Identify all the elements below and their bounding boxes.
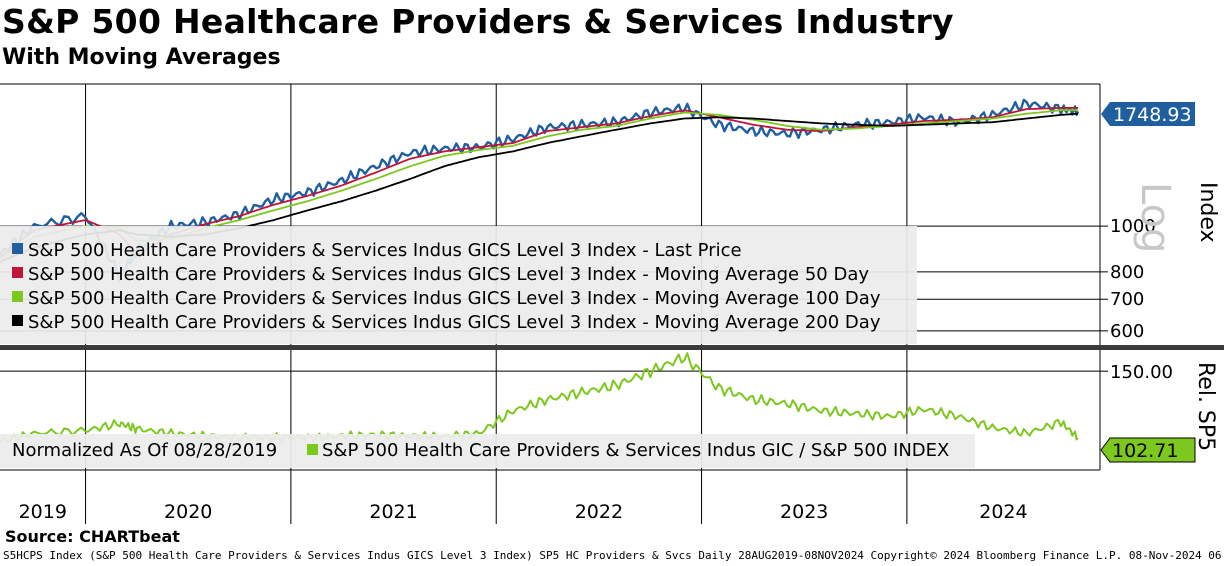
top-tick-label-600: 600 [1110, 321, 1144, 342]
chart-subtitle: With Moving Averages [2, 45, 281, 70]
top-y-axis-title: Index [1195, 182, 1220, 243]
top-legend: S&P 500 Health Care Providers & Services… [0, 226, 917, 344]
bottom-legend: Normalized As Of 08/28/2019 S&P 500 Heal… [0, 434, 975, 468]
legend-label-ma200: S&P 500 Health Care Providers & Services… [28, 312, 881, 333]
log-scale-label: Log [1132, 182, 1178, 253]
top-tick-label-800: 800 [1110, 262, 1144, 283]
last-price-callout-text: 1748.93 [1113, 104, 1192, 126]
legend-item-ma50: S&P 500 Health Care Providers & Services… [12, 264, 869, 285]
legend-swatch-relative [307, 444, 318, 455]
series-line-s-p-500-health-care-providers-services-indus-gic-s-p-500-ind [0, 352, 1079, 444]
chart-title: S&P 500 Healthcare Providers & Services … [2, 2, 954, 41]
top-legend-background [0, 226, 917, 344]
relative-last-callout-text: 102.71 [1112, 440, 1178, 462]
top-tick-label-700: 700 [1110, 289, 1144, 310]
legend-swatch-last-price [12, 243, 23, 254]
last-price-callout: 1748.93 [1101, 102, 1195, 126]
last-price-callout-shape [1101, 102, 1195, 126]
x-tick-label-2024: 2024 [979, 501, 1027, 523]
legend-item-last-price: S&P 500 Health Care Providers & Services… [12, 240, 742, 261]
relative-last-callout-shape [1100, 437, 1196, 463]
legend-label-relative: S&P 500 Health Care Providers & Services… [322, 440, 949, 461]
x-tick-label-2023: 2023 [780, 501, 828, 523]
legend-label-ma50: S&P 500 Health Care Providers & Services… [28, 264, 869, 285]
legend-item-ma100: S&P 500 Health Care Providers & Services… [12, 288, 881, 309]
legend-normalized-note: Normalized As Of 08/28/2019 [12, 440, 277, 461]
footer-copyright: S5HCPS Index (S&P 500 Health Care Provid… [3, 549, 1224, 562]
x-tick-label-2020: 2020 [164, 501, 212, 523]
x-axis-year-labels: 2019 2020 2021 2022 2023 2024 [19, 501, 1028, 523]
top-tick-label-1000: 1000 [1110, 216, 1156, 237]
relative-last-callout: 102.71 [1100, 437, 1196, 463]
bottom-tick-label-150.00: 150.00 [1110, 362, 1173, 383]
legend-swatch-ma50 [12, 267, 23, 278]
legend-label-last-price: S&P 500 Health Care Providers & Services… [28, 240, 742, 261]
legend-label-ma100: S&P 500 Health Care Providers & Services… [28, 288, 881, 309]
source-note: Source: CHARTbeat [5, 527, 180, 546]
bottom-legend-background [0, 434, 975, 468]
legend-swatch-ma100 [12, 291, 23, 302]
legend-swatch-ma200 [12, 315, 23, 326]
panel-divider [0, 345, 1224, 350]
bottom-panel-series [0, 352, 1079, 444]
x-tick-label-2022: 2022 [575, 501, 623, 523]
x-tick-label-2019: 2019 [19, 501, 67, 523]
legend-item-ma200: S&P 500 Health Care Providers & Services… [12, 312, 881, 333]
bottom-y-axis-title: Rel. SP5 [1193, 362, 1218, 451]
x-tick-label-2021: 2021 [369, 501, 417, 523]
